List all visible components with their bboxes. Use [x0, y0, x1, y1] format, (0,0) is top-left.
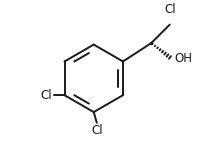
Text: Cl: Cl [164, 3, 176, 16]
Text: OH: OH [174, 52, 192, 65]
Text: Cl: Cl [91, 124, 103, 137]
Text: Cl: Cl [41, 89, 52, 102]
